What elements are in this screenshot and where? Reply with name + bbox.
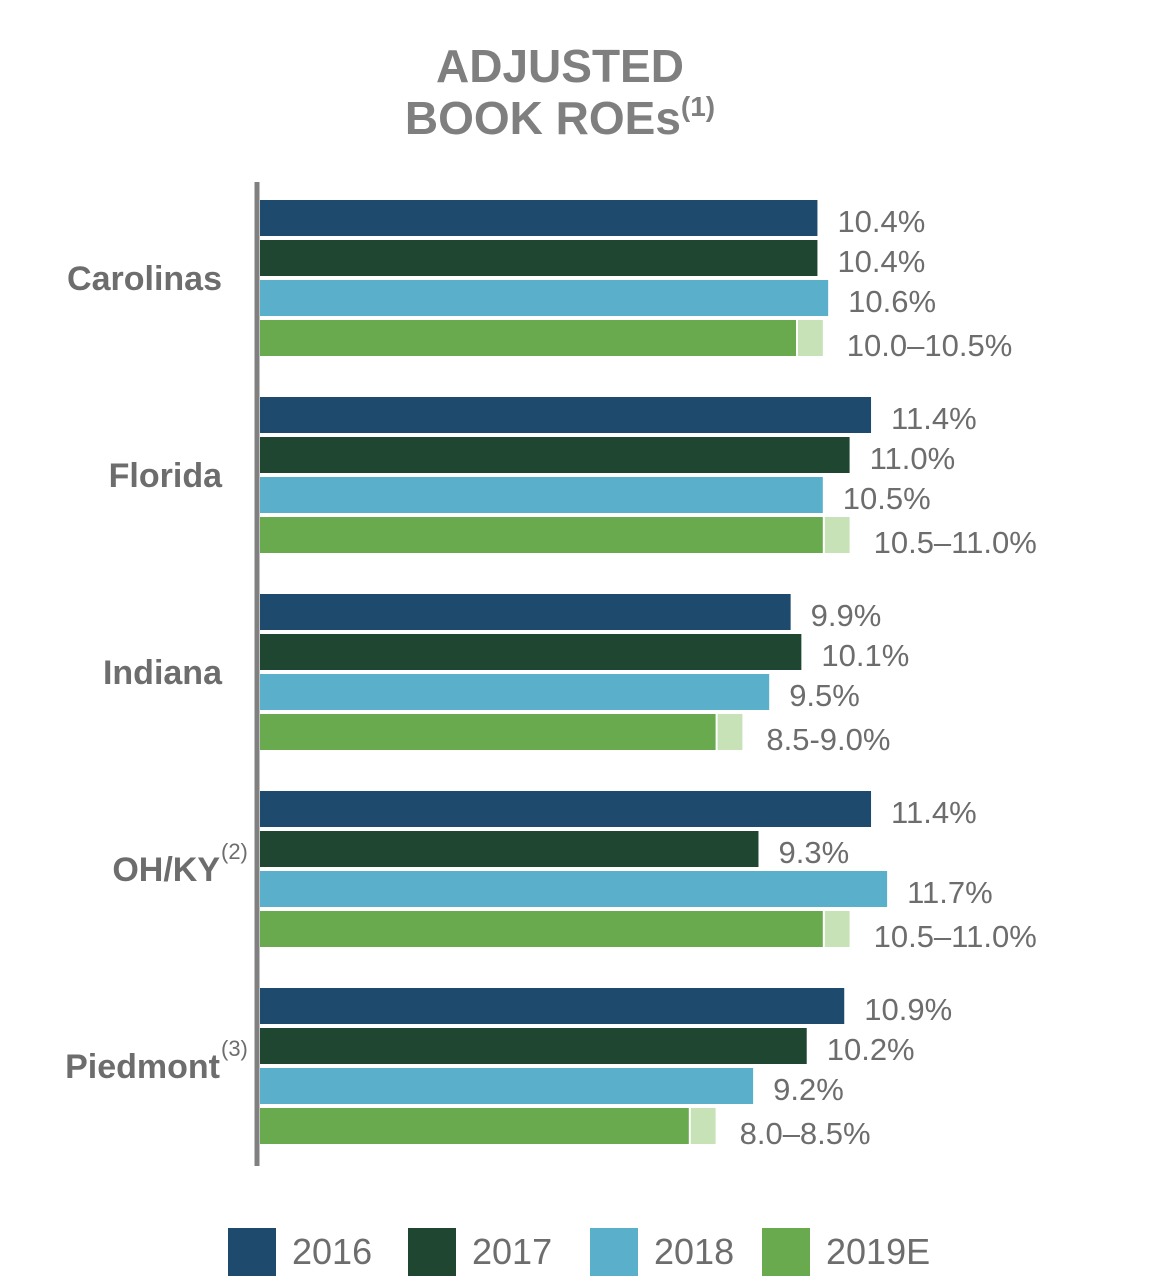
bar-2019E-low	[260, 320, 796, 356]
bar-2019E-low	[260, 714, 716, 750]
value-label: 10.0–10.5%	[847, 328, 1012, 363]
value-label: 10.5–11.0%	[874, 919, 1037, 954]
bar-2019E-low	[260, 911, 823, 947]
bar-2019E-range	[690, 1108, 716, 1144]
legend-swatch	[590, 1228, 638, 1276]
bar-2016	[260, 791, 872, 827]
category-footnote: (3)	[221, 1036, 248, 1061]
bar-2018	[260, 1068, 754, 1104]
bar-2019E-low	[260, 1108, 689, 1144]
bar-2016	[260, 397, 872, 433]
title-line-2: BOOK ROEs(1)	[0, 92, 1120, 144]
legend-label: 2019E	[826, 1231, 931, 1272]
bar-2017	[260, 437, 850, 473]
value-label: 10.4%	[837, 244, 925, 279]
bar-2017	[260, 1028, 807, 1064]
bar-2019E-range	[824, 911, 850, 947]
value-label: 11.0%	[870, 441, 956, 476]
category-label-carolinas: Carolinas	[67, 260, 222, 298]
value-label: 10.9%	[864, 992, 952, 1027]
legend-label: 2016	[292, 1231, 373, 1272]
category-label-indiana: Indiana	[103, 654, 223, 692]
value-label: 11.7%	[907, 875, 993, 910]
value-label: 9.2%	[773, 1072, 844, 1107]
value-label: 9.3%	[778, 835, 849, 870]
bar-2016	[260, 594, 791, 630]
title-footnote: (1)	[680, 91, 716, 122]
bar-2017	[260, 831, 759, 867]
value-label: 11.4%	[891, 401, 977, 436]
legend-swatch	[228, 1228, 276, 1276]
legend-label: 2018	[654, 1231, 735, 1272]
bar-2019E-range	[717, 714, 743, 750]
title-line-2-text: BOOK ROEs	[404, 92, 681, 144]
bar-2017	[260, 634, 802, 670]
value-label: 10.2%	[827, 1032, 915, 1067]
category-label-oh-ky: OH/KY	[112, 851, 220, 889]
legend-swatch	[408, 1228, 456, 1276]
legend-swatch	[762, 1228, 810, 1276]
category-label-piedmont: Piedmont	[65, 1048, 220, 1086]
value-label: 10.1%	[821, 638, 909, 673]
value-label: 10.5%	[843, 481, 931, 516]
bar-2019E-low	[260, 517, 823, 553]
bar-2016	[260, 988, 845, 1024]
value-label: 9.5%	[789, 678, 860, 713]
title-line-1: ADJUSTED	[436, 40, 684, 92]
value-label: 10.4%	[837, 204, 925, 239]
chart-marks: Carolinas 10.4% 10.4% 10.6% 10.0–10.5% Florid…	[65, 200, 1037, 1151]
category-footnote: (2)	[221, 839, 248, 864]
bar-2019E-range	[798, 320, 823, 356]
value-label: 10.6%	[848, 284, 936, 319]
value-label: 8.0–8.5%	[740, 1116, 871, 1151]
bar-2016	[260, 200, 818, 236]
legend-label: 2017	[472, 1231, 553, 1272]
category-label-florida: Florida	[109, 457, 223, 495]
bar-2018	[260, 674, 770, 710]
chart-title: ADJUSTED BOOK ROEs(1)	[0, 40, 1120, 144]
value-label: 10.5–11.0%	[874, 525, 1037, 560]
bar-2019E-range	[824, 517, 850, 553]
value-label: 11.4%	[891, 795, 977, 830]
bar-2018	[260, 871, 888, 907]
value-label: 9.9%	[811, 598, 882, 633]
bar-chart: Carolinas 10.4% 10.4% 10.6% 10.0–10.5% Florid…	[65, 182, 1037, 1166]
value-label: 8.5-9.0%	[766, 722, 890, 757]
legend: 2016 2017 2018 2019E	[0, 1224, 1170, 1278]
bar-2018	[260, 280, 829, 316]
bar-2017	[260, 240, 818, 276]
bar-2018	[260, 477, 823, 513]
